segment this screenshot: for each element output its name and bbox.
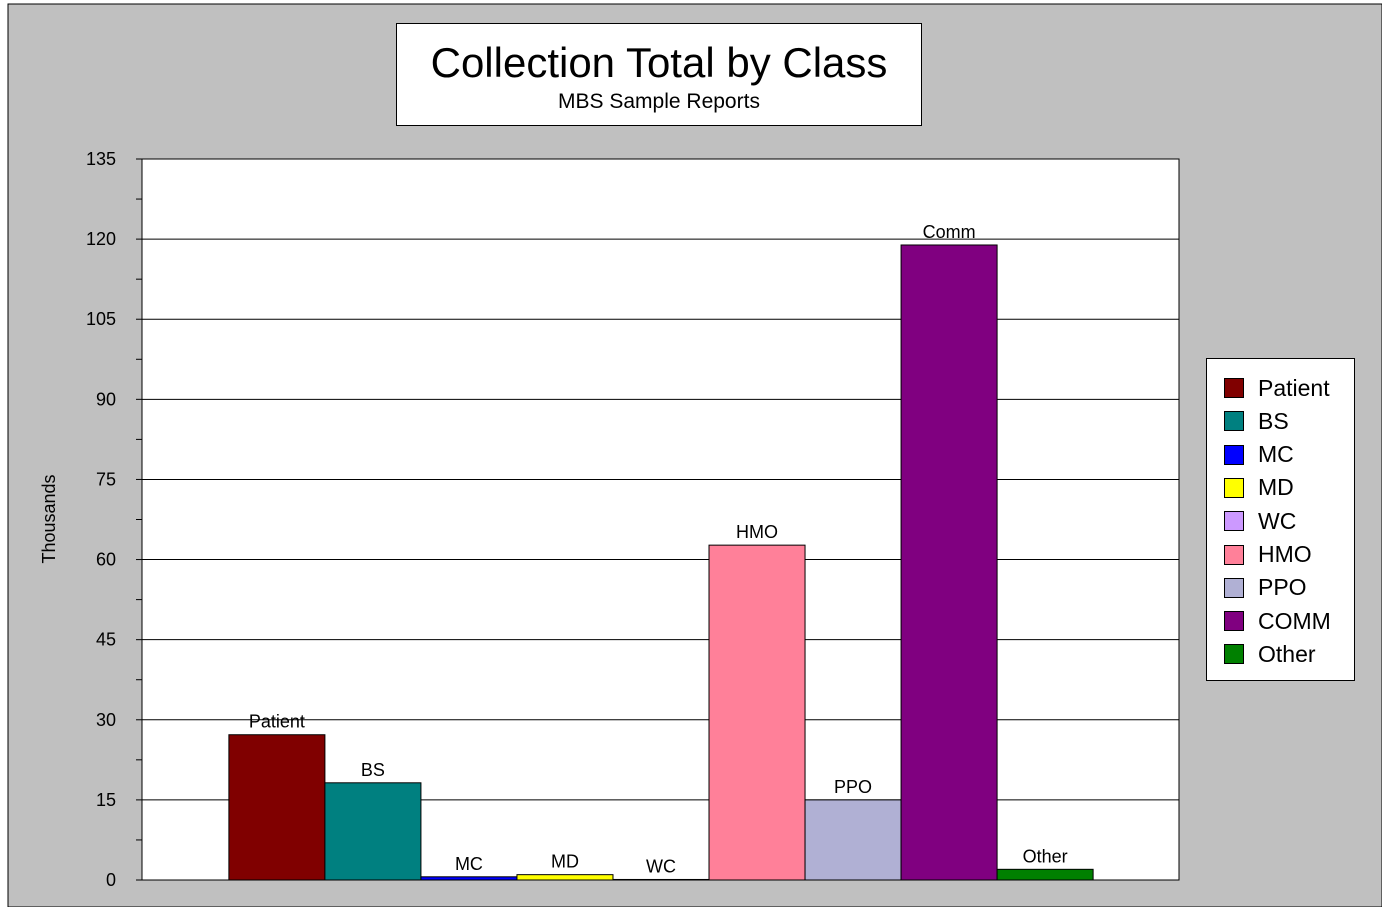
y-tick-label: 75 — [96, 469, 116, 489]
legend: Patient BS MC MD WC HMO PPO COMM Other — [1206, 358, 1355, 681]
bar-data-label: MC — [455, 854, 483, 874]
bar-data-label: BS — [361, 760, 385, 780]
legend-item: Other — [1224, 639, 1352, 669]
bar — [420, 876, 518, 881]
legend-swatch — [1224, 611, 1244, 632]
legend-item: Patient — [1224, 373, 1352, 403]
legend-label: COMM — [1258, 607, 1331, 634]
legend-swatch — [1224, 644, 1244, 665]
bar-data-label: WC — [646, 856, 676, 876]
bar-labels: Patient BS MC MD WC HMO PPO Comm Other — [249, 222, 1068, 876]
bar — [804, 799, 902, 881]
legend-swatch — [1224, 411, 1244, 432]
legend-swatch — [1224, 477, 1244, 498]
y-tick-label: 105 — [86, 309, 116, 329]
legend-label: PPO — [1258, 574, 1307, 601]
legend-label: Other — [1258, 640, 1316, 667]
legend-item: MD — [1224, 473, 1352, 503]
legend-swatch — [1224, 444, 1244, 465]
legend-item: COMM — [1224, 606, 1352, 636]
legend-item: MC — [1224, 440, 1352, 470]
y-tick-label: 135 — [86, 149, 116, 169]
legend-swatch — [1224, 378, 1244, 398]
bar-data-label: Comm — [923, 222, 976, 242]
y-tick-label: 15 — [96, 790, 116, 810]
y-tick-label: 30 — [96, 710, 116, 730]
bar — [612, 878, 710, 881]
bar — [516, 874, 614, 881]
y-tick-label: 0 — [106, 870, 116, 890]
bar-data-label: MD — [551, 852, 579, 872]
chart-title: Collection Total by Class — [430, 39, 888, 86]
legend-swatch — [1224, 511, 1244, 532]
bars — [228, 244, 1094, 881]
legend-swatch — [1224, 577, 1244, 598]
legend-item: PPO — [1224, 573, 1352, 603]
legend-item: HMO — [1224, 540, 1352, 570]
bar — [996, 868, 1094, 881]
y-tick-label: 120 — [86, 229, 116, 249]
bar-data-label: Patient — [249, 712, 305, 732]
bar — [228, 734, 326, 881]
bar — [324, 782, 422, 881]
y-tick-label: 45 — [96, 630, 116, 650]
bar-data-label: Other — [1023, 846, 1068, 866]
legend-label: MD — [1258, 474, 1294, 501]
bar — [900, 244, 998, 881]
y-tick-label: 90 — [96, 389, 116, 409]
bar-data-label: HMO — [736, 522, 778, 542]
legend-item: WC — [1224, 506, 1352, 536]
bar-data-label: PPO — [834, 777, 872, 797]
legend-label: WC — [1258, 507, 1297, 534]
legend-label: HMO — [1258, 541, 1312, 567]
legend-item: BS — [1224, 406, 1352, 436]
title-box: Collection Total by Class MBS Sample Rep… — [396, 23, 922, 126]
legend-label: BS — [1258, 407, 1289, 434]
y-axis: 0 15 30 45 60 75 90 105 120 135 — [86, 149, 1180, 890]
y-tick-label: 60 — [96, 550, 116, 570]
y-axis-label: Thousands — [39, 474, 59, 563]
legend-label: Patient — [1258, 374, 1330, 401]
chart-subtitle: MBS Sample Reports — [558, 90, 760, 113]
legend-label: MC — [1258, 441, 1294, 468]
legend-swatch — [1224, 544, 1244, 565]
bar — [708, 544, 806, 881]
